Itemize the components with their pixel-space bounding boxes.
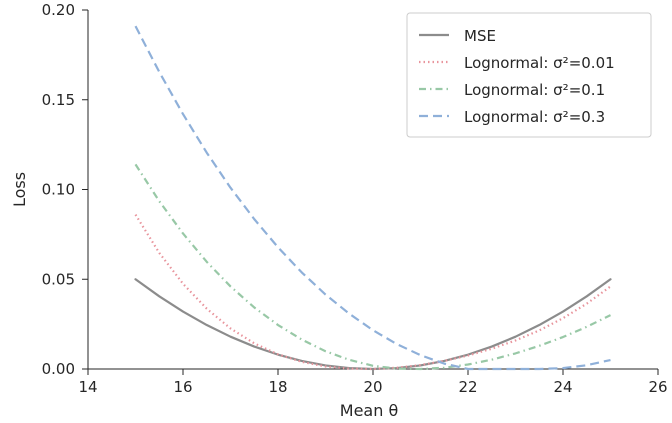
y-tick-label: 0.15 xyxy=(42,91,75,109)
legend-label-0: MSE xyxy=(464,27,496,45)
x-tick-label: 24 xyxy=(553,378,572,396)
legend-label-3: Lognormal: σ²=0.3 xyxy=(464,108,605,126)
x-axis-title: Mean θ xyxy=(340,401,398,420)
series-layer xyxy=(134,25,612,371)
legend-label-2: Lognormal: σ²=0.1 xyxy=(464,81,605,99)
y-tick-label: 0.10 xyxy=(42,181,75,199)
legend-box xyxy=(406,12,652,138)
legend-label-1: Lognormal: σ²=0.01 xyxy=(464,54,615,72)
x-tick-label: 16 xyxy=(173,378,192,396)
x-tick-label: 18 xyxy=(268,378,287,396)
x-tick-label: 26 xyxy=(648,378,667,396)
y-axis-title: Loss xyxy=(10,172,29,207)
axes: 14 16 18 20 22 24 26 0.00 0.05 0.10 0.15 0.20 Mean θ… xyxy=(10,1,668,420)
series-line-2 xyxy=(134,163,611,371)
y-tick-label: 0.00 xyxy=(42,360,75,378)
x-tick-label: 20 xyxy=(363,378,382,396)
y-tick-label: 0.05 xyxy=(42,270,75,288)
series-line-3 xyxy=(134,25,611,371)
x-tick-label: 22 xyxy=(458,378,477,396)
legend: MSE Lognormal: σ²=0.01 Lognormal: σ²=0.1 Lo… xyxy=(406,12,652,138)
y-tick-label: 0.20 xyxy=(42,1,75,19)
series-line-0 xyxy=(134,278,612,371)
x-tick-label: 14 xyxy=(78,378,97,396)
